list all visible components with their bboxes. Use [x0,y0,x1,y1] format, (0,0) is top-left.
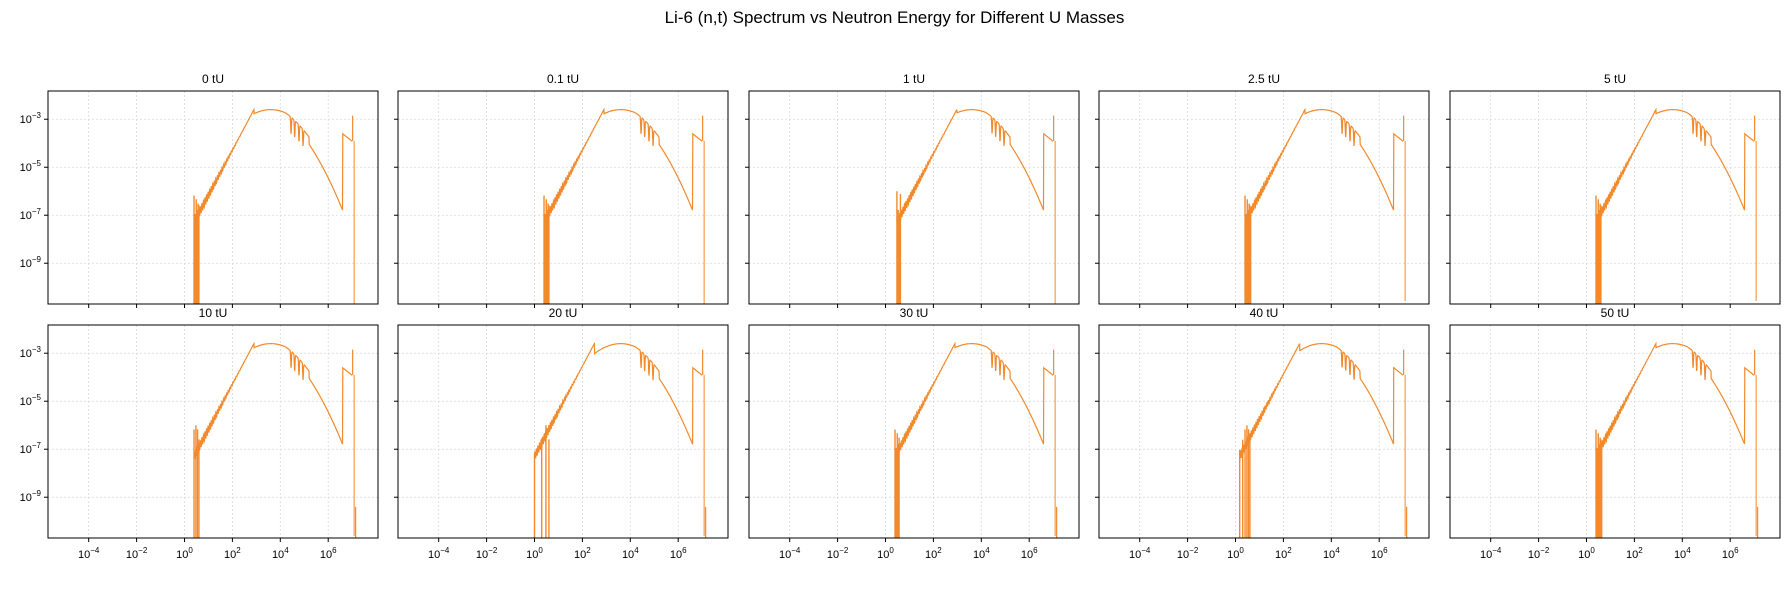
panel-title: 2.5 tU [1248,72,1280,86]
panel-2: 0.1 tU [394,72,729,308]
y-tick-label: 10−9 [20,489,42,504]
spectrum-line [1239,343,1404,461]
x-tick-label: 106 [1722,546,1739,561]
x-tick-label: 102 [925,546,942,561]
axes-frame [47,324,379,539]
x-tick-label: 104 [1323,546,1340,561]
spectrum-line [894,341,1054,460]
panel-8: 30 tU 10−4 10−2 100 102 104 106 [745,306,1080,561]
spectrum-line [533,341,703,459]
x-tick-label: 100 [526,546,543,561]
axes-frame [748,324,1080,539]
spectrum-line [543,107,703,226]
axes-frame [397,90,729,305]
y-tick-label: 10−3 [20,111,42,126]
x-tick-label: 100 [1578,546,1595,561]
panel-9: 40 tU 10−4 10−2 100 102 104 106 [1095,306,1430,561]
y-tick-label: 10−7 [20,441,42,456]
spectrum-line [1244,107,1404,226]
panel-title: 10 tU [199,306,228,320]
axes-frame [397,324,729,539]
panel-1: 0 tU 10−3 10−5 10−7 10−9 [20,72,379,308]
x-tick-label: 100 [176,546,193,561]
y-tick-label: 10−5 [20,159,42,174]
x-tick-label: 102 [224,546,241,561]
x-tick-label: 10−4 [1480,546,1502,561]
spectrum-line [193,341,353,460]
x-tick-label: 104 [1674,546,1691,561]
panel-title: 0 tU [202,72,224,86]
figure-title: Li-6 (n,t) Spectrum vs Neutron Energy fo… [664,8,1125,27]
x-tick-label: 100 [1227,546,1244,561]
panel-10: 50 tU 10−4 10−2 100 102 104 106 [1446,306,1781,561]
x-tick-label: 104 [622,546,639,561]
panel-title: 40 tU [1250,306,1279,320]
axes-frame [1449,324,1781,539]
axes-frame [1098,324,1430,539]
x-tick-label: 10−4 [779,546,801,561]
axes-frame [1449,90,1781,305]
x-tick-label: 102 [1626,546,1643,561]
y-tick-label: 10−7 [20,207,42,222]
x-tick-label: 104 [973,546,990,561]
panel-5: 5 tU [1446,72,1781,308]
panel-7: 20 tU 10−4 10−2 100 102 104 106 [394,306,729,561]
spectrum-line [896,109,1054,226]
x-tick-label: 102 [1275,546,1292,561]
y-tick-label: 10−3 [20,345,42,360]
y-tick-label: 10−5 [20,393,42,408]
x-tick-label: 10−2 [1177,546,1199,561]
spectrum-line [1595,341,1755,460]
panel-title: 1 tU [903,72,925,86]
x-tick-label: 10−2 [1528,546,1550,561]
x-tick-label: 106 [1021,546,1038,561]
panel-3: 1 tU [745,72,1080,308]
axes-frame [748,90,1080,305]
x-tick-label: 10−4 [428,546,450,561]
x-tick-label: 10−4 [78,546,100,561]
x-tick-label: 10−2 [827,546,849,561]
panel-title: 0.1 tU [547,72,579,86]
spectrum-line [193,107,353,226]
x-tick-label: 10−2 [126,546,148,561]
x-tick-label: 106 [670,546,687,561]
x-tick-label: 10−2 [476,546,498,561]
panel-title: 30 tU [900,306,929,320]
x-tick-label: 10−4 [1129,546,1151,561]
axes-frame [47,90,379,305]
x-tick-label: 106 [1371,546,1388,561]
x-tick-label: 100 [877,546,894,561]
panel-title: 5 tU [1604,72,1626,86]
x-tick-label: 104 [272,546,289,561]
panel-4: 2.5 tU [1095,72,1430,308]
panel-title: 20 tU [549,306,578,320]
panel-title: 50 tU [1601,306,1630,320]
y-tick-label: 10−9 [20,255,42,270]
x-tick-label: 102 [574,546,591,561]
x-tick-label: 106 [320,546,337,561]
panel-6: 10 tU 10−4 10−2 100 102 104 106 10−3 10−5 10−7 10−… [20,306,379,561]
axes-frame [1098,90,1430,305]
spectrum-line [1595,107,1755,226]
